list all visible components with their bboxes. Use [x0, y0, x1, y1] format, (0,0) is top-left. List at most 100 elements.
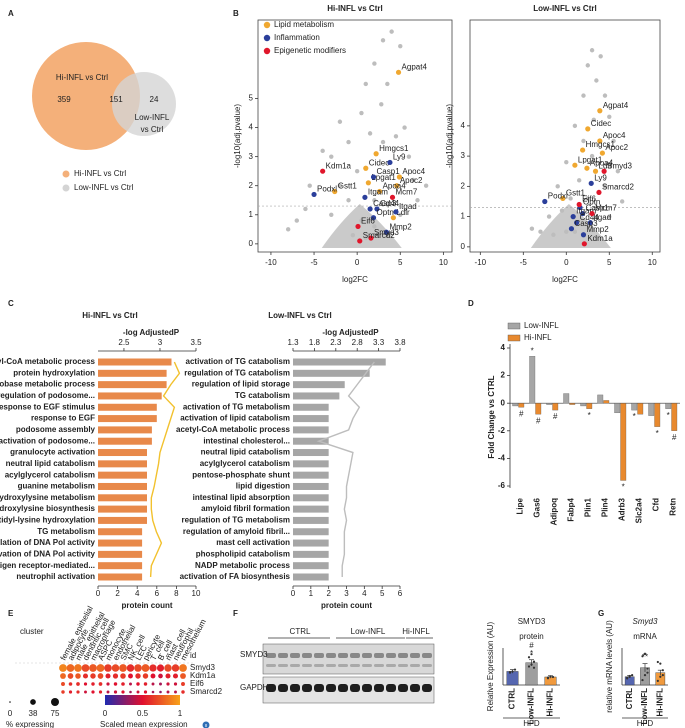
chart-title: protein: [519, 632, 543, 641]
bar: [597, 394, 604, 404]
x-tick-label: Hi-INFL: [546, 688, 555, 717]
venn-count: 359: [57, 95, 71, 104]
point: [527, 665, 531, 668]
dot: [74, 664, 82, 672]
bar: [98, 369, 167, 377]
bar: [293, 437, 329, 445]
point: [589, 153, 595, 159]
legend-title: Scaled mean expression: [100, 720, 188, 728]
bar: [293, 562, 329, 570]
x-axis-label: protein count: [121, 601, 172, 610]
dot: [150, 673, 156, 679]
point: [598, 54, 603, 59]
term-label: acylglycerol catabolism: [200, 459, 290, 468]
point-cloud: [530, 204, 611, 248]
term-label: activation of DNA Pol activity: [0, 549, 96, 558]
band-label: SMYD3: [240, 650, 268, 659]
bar: [98, 562, 143, 570]
dot: [134, 664, 142, 672]
gene-label: Lpgat1: [578, 155, 603, 164]
bar: [293, 516, 329, 524]
gene-point: [601, 168, 607, 174]
blot-membrane: [262, 676, 435, 704]
gene-label: Hmgcs1: [379, 144, 409, 153]
gene-label: Smarcd2: [602, 183, 635, 192]
band-label: GAPDH: [240, 683, 269, 692]
point: [372, 61, 377, 66]
gene-label: Ldlr: [396, 208, 410, 217]
bar: [637, 403, 644, 415]
point: [380, 38, 386, 43]
dot: [81, 664, 90, 672]
point: [529, 226, 535, 231]
point: [511, 670, 514, 673]
x-tick-label: Gas6: [533, 497, 542, 517]
dot: [104, 664, 112, 672]
x2-axis-label: -log AdjustedP: [322, 328, 379, 337]
point: [656, 679, 659, 682]
dot: [105, 673, 111, 679]
band: [302, 664, 312, 667]
x-tick-label: -5: [310, 258, 318, 267]
group-label: CTRL: [290, 627, 311, 636]
x2-tick-label: 3.3: [373, 338, 385, 347]
band: [386, 684, 396, 692]
gene-point: [383, 229, 390, 235]
y-tick-label: -2: [498, 426, 506, 435]
bar: [98, 358, 172, 366]
gene-label: Smyd3: [607, 161, 632, 170]
bar: [293, 494, 329, 502]
significance-mark: *: [531, 346, 534, 355]
band: [386, 653, 396, 658]
gene-label: Lpgat1: [371, 173, 396, 182]
term-label: neutral lipid catabolism: [6, 459, 95, 468]
x-tick-label: Hi-INFL: [655, 688, 664, 717]
point: [551, 232, 556, 237]
dot: [181, 690, 185, 694]
gene-point: [320, 168, 326, 174]
venn-count: 151: [109, 95, 123, 104]
band: [326, 664, 336, 667]
significance-line: [149, 361, 181, 578]
term-label: response to EGF: [31, 414, 95, 423]
term-label: activation of TG catabolism: [186, 357, 290, 366]
x-tick-label: Low-INFL: [527, 688, 536, 725]
dot: [97, 673, 104, 679]
gene-label: Mmp2: [389, 222, 412, 231]
point: [350, 232, 356, 238]
chart-title: mRNA: [633, 632, 657, 641]
point: [551, 675, 555, 679]
band: [338, 664, 348, 667]
bar: [98, 550, 143, 558]
x2-tick-label: 3.8: [394, 338, 406, 347]
band: [374, 653, 384, 658]
point: [393, 134, 399, 139]
point: [415, 198, 420, 203]
bar: [293, 482, 329, 490]
gene-label: Itgam: [576, 207, 596, 216]
x-tick-label: 6: [398, 589, 403, 598]
legend-swatch: [263, 34, 271, 42]
gene-point: [389, 194, 396, 200]
x-tick-label: 6: [155, 589, 160, 598]
legend-swatch: [62, 170, 70, 178]
band: [374, 684, 384, 692]
dot: [129, 682, 132, 686]
venn-set: [32, 42, 140, 150]
bar: [98, 426, 152, 434]
gene-point: [580, 210, 586, 217]
dot: [174, 690, 177, 694]
gene-label: Apoc4: [603, 131, 626, 140]
gene-label: Casp3: [574, 219, 598, 228]
x2-tick-label: 1.8: [309, 338, 321, 347]
gene-point: [393, 209, 399, 215]
point: [329, 212, 334, 217]
point: [611, 138, 616, 144]
gene-point: [588, 180, 594, 186]
gene-label: Eif6: [582, 195, 596, 204]
band: [398, 684, 408, 692]
band: [362, 653, 372, 658]
gene-point: [584, 165, 590, 171]
term-label: guanine metabolism: [18, 482, 95, 491]
venn-label: Hi-INFL vs Ctrl: [56, 73, 108, 82]
